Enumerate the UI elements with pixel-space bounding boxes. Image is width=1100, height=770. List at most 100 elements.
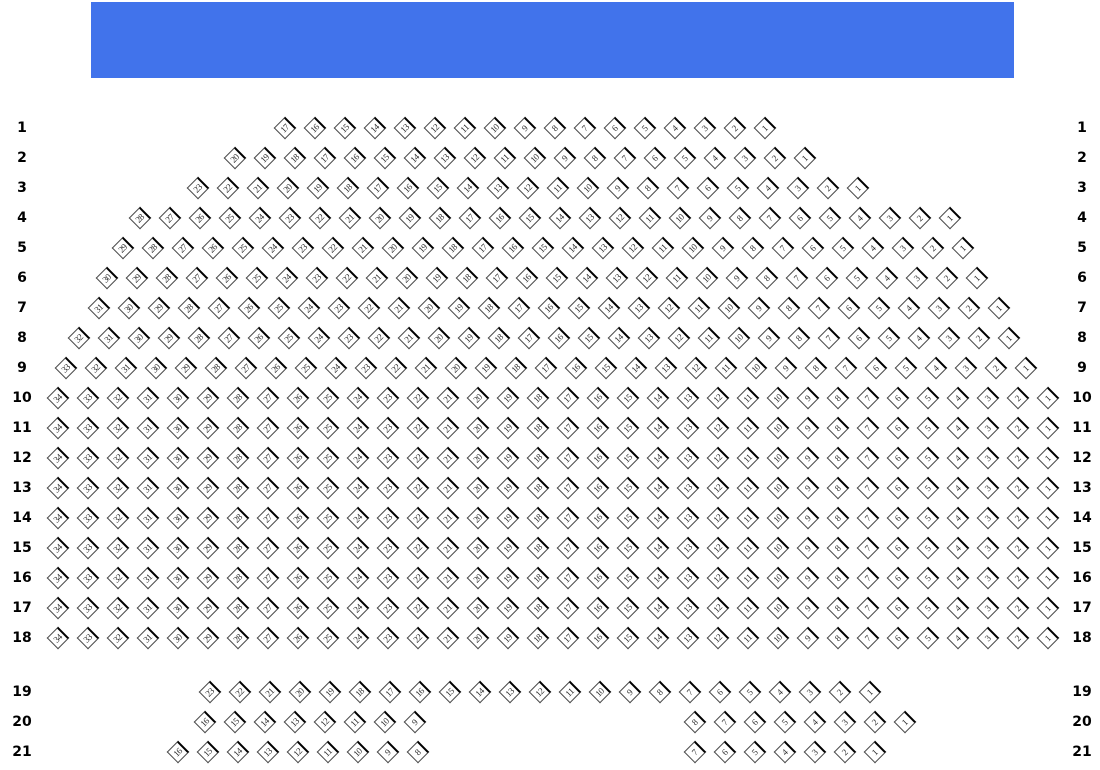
seat[interactable]: 7: [856, 626, 880, 650]
seat[interactable]: 8: [804, 356, 828, 380]
seat[interactable]: 6: [696, 176, 720, 200]
seat[interactable]: 7: [856, 596, 880, 620]
seat[interactable]: 32: [106, 626, 130, 650]
seat[interactable]: 8: [683, 710, 707, 734]
seat[interactable]: 7: [856, 446, 880, 470]
seat[interactable]: 34: [46, 596, 70, 620]
seat[interactable]: 30: [117, 296, 141, 320]
seat[interactable]: 11: [665, 266, 689, 290]
seat[interactable]: 11: [343, 710, 367, 734]
seat[interactable]: 5: [673, 146, 697, 170]
seat[interactable]: 31: [136, 626, 160, 650]
seat[interactable]: 4: [861, 236, 885, 260]
seat[interactable]: 3: [976, 476, 1000, 500]
seat[interactable]: 6: [713, 740, 737, 764]
seat[interactable]: 6: [788, 206, 812, 230]
seat[interactable]: 25: [294, 356, 318, 380]
seat[interactable]: 17: [273, 116, 297, 140]
seat[interactable]: 19: [496, 386, 520, 410]
seat[interactable]: 1: [1036, 386, 1060, 410]
seat[interactable]: 9: [403, 710, 427, 734]
seat[interactable]: 16: [586, 446, 610, 470]
seat[interactable]: 4: [897, 296, 921, 320]
seat[interactable]: 22: [321, 236, 345, 260]
seat[interactable]: 14: [646, 536, 670, 560]
seat[interactable]: 13: [498, 680, 522, 704]
seat[interactable]: 15: [616, 416, 640, 440]
seat[interactable]: 31: [136, 566, 160, 590]
seat[interactable]: 3: [976, 596, 1000, 620]
seat[interactable]: 7: [785, 266, 809, 290]
seat[interactable]: 12: [528, 680, 552, 704]
seat[interactable]: 21: [436, 506, 460, 530]
seat[interactable]: 9: [796, 506, 820, 530]
seat[interactable]: 18: [526, 446, 550, 470]
seat[interactable]: 19: [411, 236, 435, 260]
seat[interactable]: 15: [223, 710, 247, 734]
seat[interactable]: 33: [76, 416, 100, 440]
seat[interactable]: 18: [526, 386, 550, 410]
seat[interactable]: 17: [556, 566, 580, 590]
seat[interactable]: 34: [46, 446, 70, 470]
seat[interactable]: 13: [393, 116, 417, 140]
seat[interactable]: 13: [676, 566, 700, 590]
seat[interactable]: 5: [916, 596, 940, 620]
seat[interactable]: 14: [253, 710, 277, 734]
seat[interactable]: 31: [136, 536, 160, 560]
seat[interactable]: 31: [136, 386, 160, 410]
seat[interactable]: 9: [725, 266, 749, 290]
seat[interactable]: 17: [556, 446, 580, 470]
seat[interactable]: 6: [886, 506, 910, 530]
seat[interactable]: 2: [833, 740, 857, 764]
seat[interactable]: 21: [397, 326, 421, 350]
seat[interactable]: 20: [223, 146, 247, 170]
seat[interactable]: 6: [743, 710, 767, 734]
seat[interactable]: 25: [277, 326, 301, 350]
seat[interactable]: 21: [351, 236, 375, 260]
seat[interactable]: 34: [46, 626, 70, 650]
seat[interactable]: 14: [646, 506, 670, 530]
seat[interactable]: 3: [878, 206, 902, 230]
seat[interactable]: 19: [496, 446, 520, 470]
seat[interactable]: 29: [196, 416, 220, 440]
seat[interactable]: 14: [456, 176, 480, 200]
seat[interactable]: 29: [196, 626, 220, 650]
seat[interactable]: 22: [357, 296, 381, 320]
seat[interactable]: 6: [837, 296, 861, 320]
seat[interactable]: 24: [248, 206, 272, 230]
seat[interactable]: 15: [616, 476, 640, 500]
seat[interactable]: 8: [826, 446, 850, 470]
seat[interactable]: 4: [768, 680, 792, 704]
seat[interactable]: 17: [534, 356, 558, 380]
seat[interactable]: 5: [845, 266, 869, 290]
seat[interactable]: 34: [46, 536, 70, 560]
seat[interactable]: 23: [376, 446, 400, 470]
seat[interactable]: 18: [526, 596, 550, 620]
seat[interactable]: 24: [307, 326, 331, 350]
seat[interactable]: 23: [376, 536, 400, 560]
seat[interactable]: 2: [723, 116, 747, 140]
seat[interactable]: 5: [633, 116, 657, 140]
seat[interactable]: 3: [976, 386, 1000, 410]
seat[interactable]: 25: [316, 386, 340, 410]
seat[interactable]: 5: [916, 626, 940, 650]
seat[interactable]: 21: [338, 206, 362, 230]
seat[interactable]: 3: [927, 296, 951, 320]
seat[interactable]: 12: [667, 326, 691, 350]
seat[interactable]: 25: [316, 596, 340, 620]
seat[interactable]: 19: [496, 566, 520, 590]
seat[interactable]: 31: [87, 296, 111, 320]
seat[interactable]: 7: [807, 296, 831, 320]
seat[interactable]: 28: [187, 326, 211, 350]
seat[interactable]: 21: [414, 356, 438, 380]
seat[interactable]: 9: [796, 536, 820, 560]
seat[interactable]: 4: [946, 536, 970, 560]
seat[interactable]: 10: [668, 206, 692, 230]
seat[interactable]: 31: [97, 326, 121, 350]
seat[interactable]: 19: [496, 476, 520, 500]
seat[interactable]: 32: [84, 356, 108, 380]
seat[interactable]: 15: [616, 536, 640, 560]
seat[interactable]: 26: [286, 536, 310, 560]
seat[interactable]: 34: [46, 566, 70, 590]
seat[interactable]: 9: [606, 176, 630, 200]
